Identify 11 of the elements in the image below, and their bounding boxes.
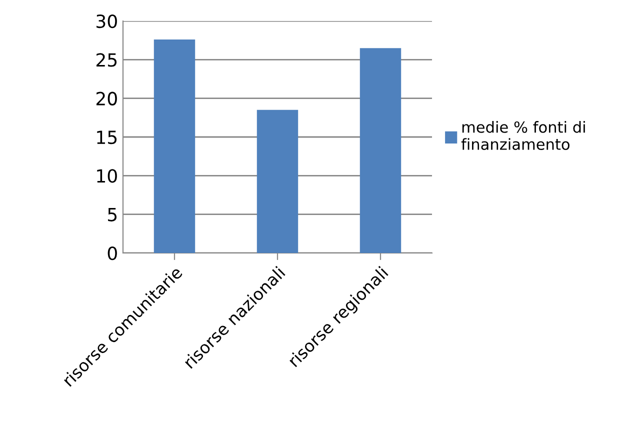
bar <box>256 110 298 253</box>
y-tick-label: 10 <box>97 169 117 183</box>
y-tick-label: 5 <box>108 208 117 222</box>
y-tick-label: 20 <box>96 92 117 106</box>
bar <box>154 40 196 253</box>
y-tick-label: 0 <box>108 246 117 260</box>
legend-label: medie % fonti di finanziamento <box>461 121 585 150</box>
y-tick-label: 15 <box>97 130 117 144</box>
y-tick-label: 25 <box>96 53 117 67</box>
y-tick-label: 30 <box>96 14 117 28</box>
bar <box>360 48 402 253</box>
